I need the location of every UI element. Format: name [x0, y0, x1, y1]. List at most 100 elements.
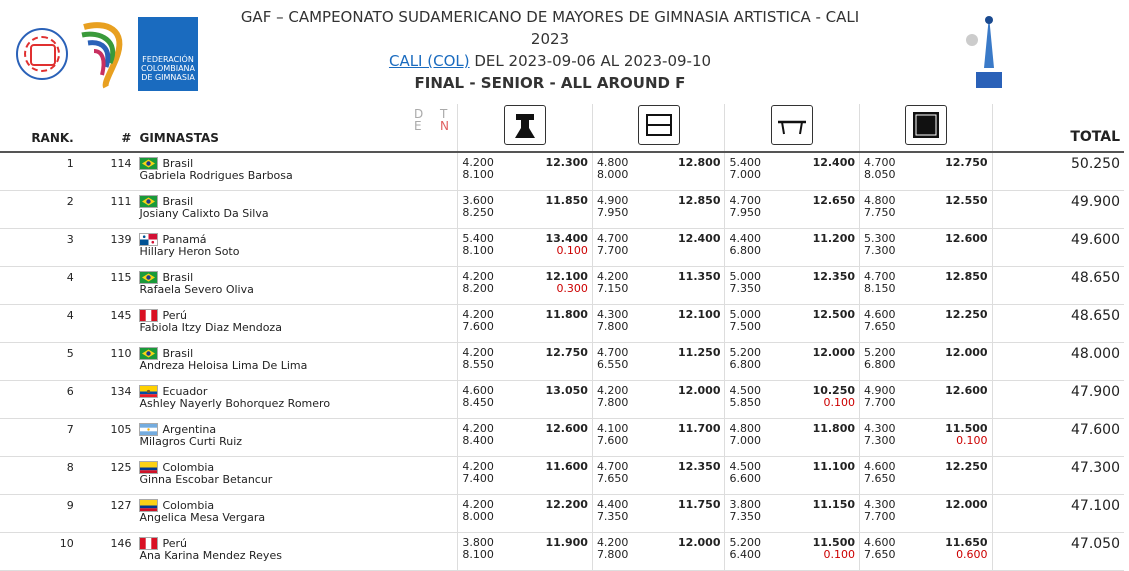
table-row[interactable]: 4 115 Brasil Rafaela Severo Oliva 4.200 12… — [0, 266, 1124, 305]
col-vault[interactable] — [457, 104, 593, 152]
d-score: 4.600 — [864, 536, 896, 549]
gymnast-name[interactable]: Andreza Heloisa Lima De Lima — [139, 359, 308, 372]
table-row[interactable]: 8 125 Colombia Ginna Escobar Betancur 4.2… — [0, 456, 1124, 495]
col-beam[interactable] — [724, 104, 860, 152]
e-score: 7.000 — [729, 168, 761, 181]
table-row[interactable]: 5 110 Brasil Andreza Heloisa Lima De Lima… — [0, 342, 1124, 381]
table-row[interactable]: 4 145 Perú Fabiola Itzy Diaz Mendoza 4.20… — [0, 304, 1124, 343]
e-score: 8.450 — [462, 396, 494, 409]
floor-score-cell: 4.600 12.250 7.650 — [859, 304, 993, 343]
table-row[interactable]: 2 111 Brasil Josiany Calixto Da Silva 3.6… — [0, 190, 1124, 229]
d-score: 4.300 — [864, 498, 896, 511]
table-row[interactable]: 9 127 Colombia Angelica Mesa Vergara 4.20… — [0, 494, 1124, 533]
e-score: 6.400 — [729, 548, 761, 561]
table-row[interactable]: 3 139 Panamá Hillary Heron Soto 5.400 13.4… — [0, 228, 1124, 267]
apparatus-score: 12.000 — [812, 346, 856, 359]
e-score: 7.500 — [729, 320, 761, 333]
rank-cell: 2 — [0, 190, 78, 229]
beam-score-cell: 4.500 11.100 6.600 — [724, 456, 860, 495]
d-score: 3.800 — [462, 536, 494, 549]
event-location-dates: CALI (COL) DEL 2023-09-06 AL 2023-09-10 — [200, 50, 900, 72]
apparatus-score: 12.300 — [545, 156, 588, 169]
d-score: 4.700 — [596, 346, 629, 359]
total-score-cell: 48.000 — [991, 342, 1124, 381]
d-score: 4.200 — [462, 460, 494, 473]
col-total[interactable]: TOTAL — [991, 104, 1124, 152]
uneven-bars-score-cell: 4.200 11.350 7.150 — [591, 266, 725, 305]
vault-score-cell: 3.800 11.900 8.100 — [457, 532, 593, 571]
total-score-cell: 47.300 — [991, 456, 1124, 495]
floor-score-cell: 4.800 12.550 7.750 — [859, 190, 993, 229]
country-name: Brasil — [162, 346, 194, 360]
e-score: 7.350 — [596, 510, 629, 523]
gymnast-cell: Perú Fabiola Itzy Diaz Mendoza — [135, 304, 458, 343]
d-score: 4.900 — [864, 384, 896, 397]
score-legend: D E T N — [414, 108, 449, 133]
table-row[interactable]: 10 146 Perú Ana Karina Mendez Reyes 3.800… — [0, 532, 1124, 571]
vault-score-cell: 4.200 12.600 8.400 — [457, 418, 593, 457]
beam-score-cell: 3.800 11.150 7.350 — [724, 494, 860, 533]
total-score-cell: 47.100 — [991, 494, 1124, 533]
country: Brasil — [139, 271, 453, 284]
location-link[interactable]: CALI (COL) — [388, 52, 470, 70]
gymnast-name[interactable]: Milagros Curti Ruiz — [139, 435, 243, 448]
apparatus-score: 13.050 — [545, 384, 588, 397]
apparatus-score: 12.400 — [678, 232, 721, 245]
col-uneven-bars[interactable] — [591, 104, 725, 152]
e-score: 8.400 — [462, 434, 494, 447]
country-name: Brasil — [162, 270, 194, 284]
floor-icon — [904, 105, 947, 145]
ecuador-flag-icon — [139, 385, 159, 398]
e-score: 7.300 — [864, 244, 896, 257]
gymnast-name[interactable]: Ginna Escobar Betancur — [139, 473, 273, 486]
e-score: 7.800 — [596, 320, 629, 333]
table-row[interactable]: 6 134 Ecuador Ashley Nayerly Bohorquez Ro… — [0, 380, 1124, 419]
legend-e: E — [414, 119, 422, 133]
col-gymnasts[interactable]: GIMNASTAS — [139, 131, 219, 145]
e-score: 8.100 — [462, 548, 494, 561]
d-score: 4.200 — [462, 422, 494, 435]
gymnast-name[interactable]: Hillary Heron Soto — [139, 245, 240, 258]
gymnast-name[interactable]: Rafaela Severo Oliva — [139, 283, 254, 296]
floor-score-cell: 4.600 11.650 7.650 0.600 — [859, 532, 993, 571]
apparatus-score: 12.650 — [812, 194, 856, 207]
legend-n: N — [440, 119, 449, 133]
d-score: 4.200 — [462, 308, 494, 321]
d-score: 4.400 — [729, 232, 761, 245]
apparatus-score: 11.800 — [545, 308, 588, 321]
gymnast-name[interactable]: Fabiola Itzy Diaz Mendoza — [139, 321, 282, 334]
floor-score-cell: 4.900 12.600 7.700 — [859, 380, 993, 419]
gymnast-name[interactable]: Gabriela Rodrigues Barbosa — [139, 169, 293, 182]
e-score: 7.800 — [596, 548, 629, 561]
brazil-flag-icon — [139, 271, 159, 284]
d-score: 4.200 — [462, 270, 494, 283]
table-row[interactable]: 7 105 Argentina Milagros Curti Ruiz 4.200… — [0, 418, 1124, 457]
legend-tn: T N — [440, 108, 449, 132]
apparatus-score: 11.350 — [678, 270, 721, 283]
bib-number-cell: 134 — [77, 380, 136, 419]
gymnast-name[interactable]: Josiany Calixto Da Silva — [139, 207, 269, 220]
d-score: 5.400 — [462, 232, 494, 245]
apparatus-score: 12.500 — [812, 308, 856, 321]
col-floor[interactable] — [859, 104, 993, 152]
country-name: Argentina — [162, 422, 217, 436]
apparatus-score: 11.500 — [945, 422, 988, 435]
table-row[interactable]: 1 114 Brasil Gabriela Rodrigues Barbosa 4… — [0, 152, 1124, 191]
col-rank[interactable]: RANK. — [31, 131, 74, 145]
col-number[interactable]: # — [121, 131, 132, 145]
apparatus-score: 11.850 — [545, 194, 588, 207]
e-score: 7.000 — [729, 434, 761, 447]
gymnast-name[interactable]: Ashley Nayerly Bohorquez Romero — [139, 397, 331, 410]
country: Brasil — [139, 347, 453, 360]
d-score: 4.700 — [864, 270, 896, 283]
e-score: 7.600 — [462, 320, 494, 333]
gymnast-name[interactable]: Ana Karina Mendez Reyes — [139, 549, 282, 562]
total-score-cell: 49.900 — [991, 190, 1124, 229]
d-score: 5.200 — [864, 346, 896, 359]
total-score-cell: 49.600 — [991, 228, 1124, 267]
apparatus-score: 12.000 — [678, 384, 721, 397]
e-score: 7.400 — [462, 472, 494, 485]
gymnast-name[interactable]: Angelica Mesa Vergara — [139, 511, 266, 524]
fig-logo — [16, 28, 68, 80]
country: Colombia — [139, 461, 453, 474]
